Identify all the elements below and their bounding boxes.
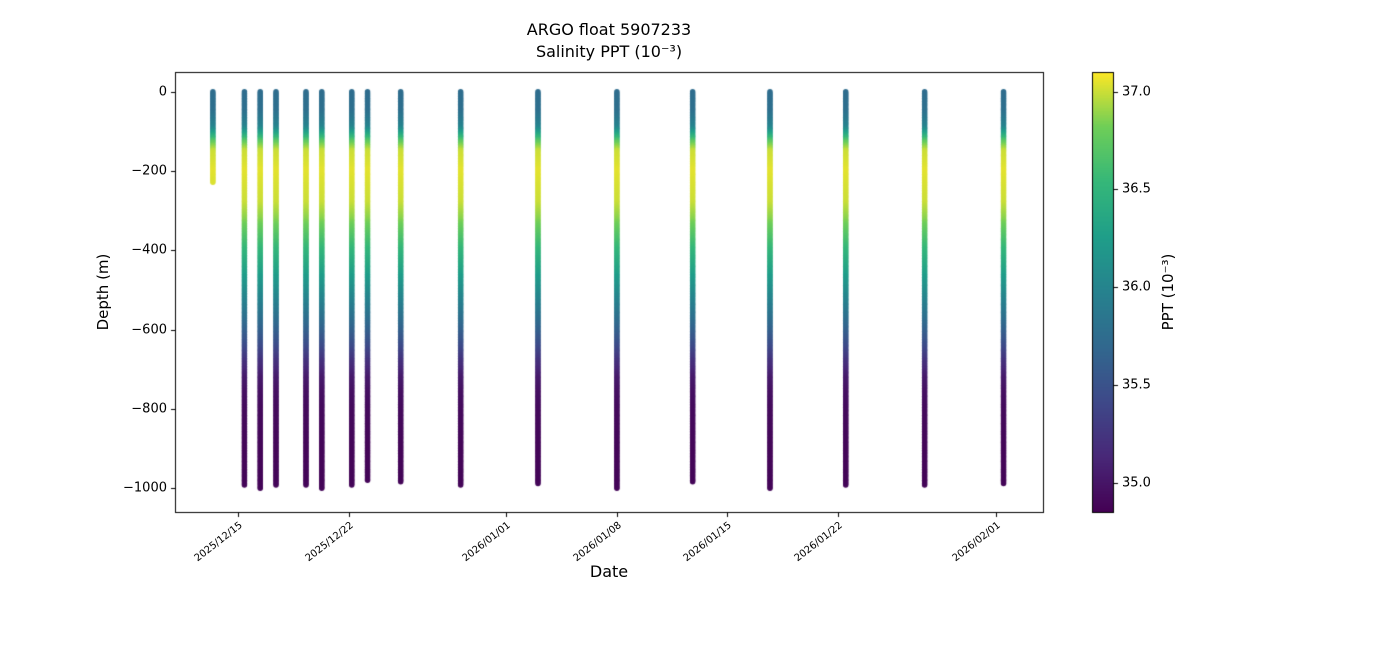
- y-tick-label: −1000: [123, 480, 167, 496]
- y-tick-label: −200: [131, 163, 167, 179]
- colorbar-tick-label: 36.0: [1122, 279, 1151, 295]
- y-axis-label: Depth (m): [94, 253, 112, 331]
- colorbar-tick-label: 36.5: [1122, 181, 1151, 197]
- y-tick-label: 0: [158, 84, 167, 100]
- chart-title: ARGO float 5907233: [526, 20, 692, 39]
- colorbar-tick-label: 35.0: [1122, 475, 1151, 491]
- colorbar-label: PPT (10⁻³): [1159, 253, 1177, 331]
- y-tick-label: −400: [131, 242, 167, 258]
- y-tick-label: −600: [131, 322, 167, 338]
- x-axis-label: Date: [589, 562, 629, 581]
- y-tick-label: −800: [131, 401, 167, 417]
- colorbar-tick-label: 35.5: [1122, 377, 1151, 393]
- chart-canvas: [0, 0, 1400, 600]
- colorbar-tick-label: 37.0: [1122, 84, 1151, 100]
- figure: ARGO float 5907233 Salinity PPT (10⁻³) D…: [0, 0, 1400, 600]
- chart-subtitle: Salinity PPT (10⁻³): [535, 42, 683, 61]
